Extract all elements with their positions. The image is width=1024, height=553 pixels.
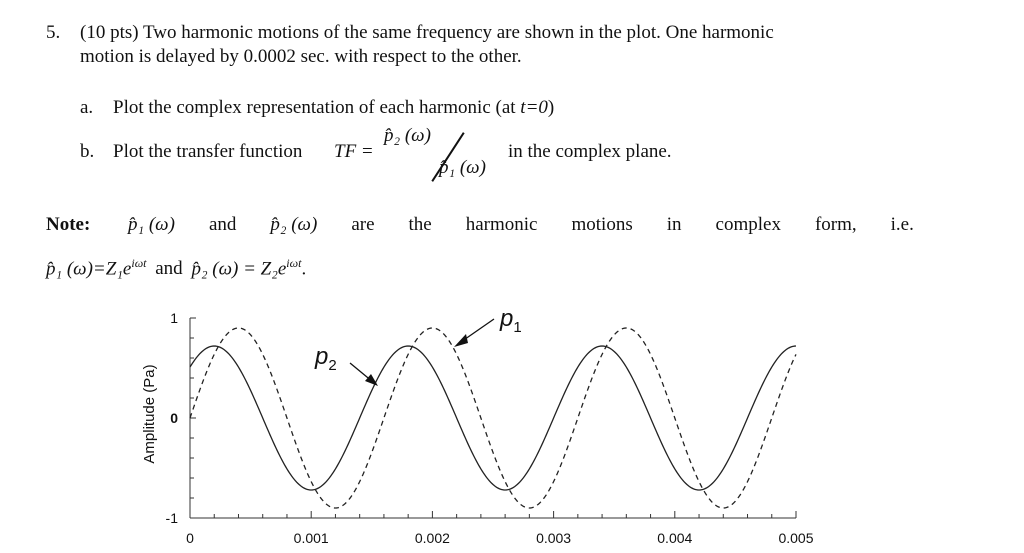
note-word: form,	[814, 214, 857, 235]
y-tick-label: -1	[166, 510, 179, 526]
part-a-var: t=0	[520, 97, 548, 118]
note-word: in	[666, 214, 682, 235]
note-word: the	[408, 214, 432, 235]
note-word: complex	[715, 214, 781, 235]
note-word: i.e.	[890, 214, 914, 235]
note-line-2: p̂₁ (ω)=Z₁eiωt and p̂₂ (ω) = Z₂eiωt.	[46, 252, 306, 280]
series-p2-line	[189, 345, 797, 491]
part-b-equals: =	[362, 141, 373, 162]
problem-line-1: (10 pts) Two harmonic motions of the sam…	[80, 22, 774, 43]
series-p1-line	[189, 327, 797, 509]
fraction-numerator: p̂₂ (ω)	[384, 125, 431, 146]
note-word: p̂₁ (ω)	[128, 214, 175, 235]
y-axis-label: Amplitude (Pa)	[141, 364, 158, 463]
problem-line-2: motion is delayed by 0.0002 sec. with re…	[80, 46, 522, 67]
note-word: p̂₂ (ω)	[270, 214, 318, 235]
note-period: .	[301, 258, 307, 280]
label-p1: p1	[499, 305, 522, 336]
annotations: p1 p2	[314, 305, 522, 386]
note-word: and	[208, 214, 237, 235]
x-tick-label: 0	[186, 530, 194, 546]
axes	[189, 317, 797, 519]
x-tick-label: 0.001	[294, 530, 329, 546]
problem-number: 5.	[46, 22, 61, 43]
part-a-label: a.	[80, 97, 94, 118]
harmonic-chart: Amplitude (Pa) 0 0.001 0.002 0.003 0.004 0.00…	[141, 305, 814, 546]
x-tick-label: 0.003	[536, 530, 571, 546]
note-p1-exp: iωt	[131, 256, 147, 270]
note-p2-exp: iωt	[286, 256, 302, 270]
part-a-text: Plot the complex representation of each …	[113, 97, 554, 119]
note-word: harmonic	[465, 214, 538, 235]
tick-labels: 0 0.001 0.002 0.003 0.004 0.005 1 0 -1	[166, 310, 814, 546]
curves	[189, 327, 797, 509]
note-line-1: p̂₁ (ω) and p̂₂ (ω) are the harmonic mot…	[128, 214, 914, 236]
note-label: Note:	[46, 214, 91, 235]
fraction-denominator: p̂₁ (ω)	[439, 157, 486, 178]
part-b-tf: TF	[334, 141, 357, 162]
note-p2-def: p̂₂ (ω) = Z₂e	[191, 258, 287, 280]
note-and: and	[155, 258, 183, 280]
part-a-text-post: )	[547, 97, 555, 118]
y-tick-label: 0	[170, 410, 178, 426]
label-p2: p2	[314, 343, 337, 374]
note-word: motions	[571, 214, 633, 235]
arrow-p2-head	[365, 374, 378, 386]
part-a-text-pre: Plot the complex representation of each …	[113, 97, 521, 118]
x-tick-label: 0.004	[657, 530, 692, 546]
part-b-label: b.	[80, 141, 95, 162]
part-b-text-pre: Plot the transfer function	[113, 141, 303, 162]
arrow-p1-head	[454, 334, 468, 347]
part-b-text-post: in the complex plane.	[508, 141, 672, 162]
x-tick-label: 0.005	[778, 530, 813, 546]
y-tick-label: 1	[170, 310, 178, 326]
note-word: are	[351, 214, 375, 235]
x-tick-label: 0.002	[415, 530, 450, 546]
note-p1-def: p̂₁ (ω)=Z₁e	[46, 258, 132, 280]
